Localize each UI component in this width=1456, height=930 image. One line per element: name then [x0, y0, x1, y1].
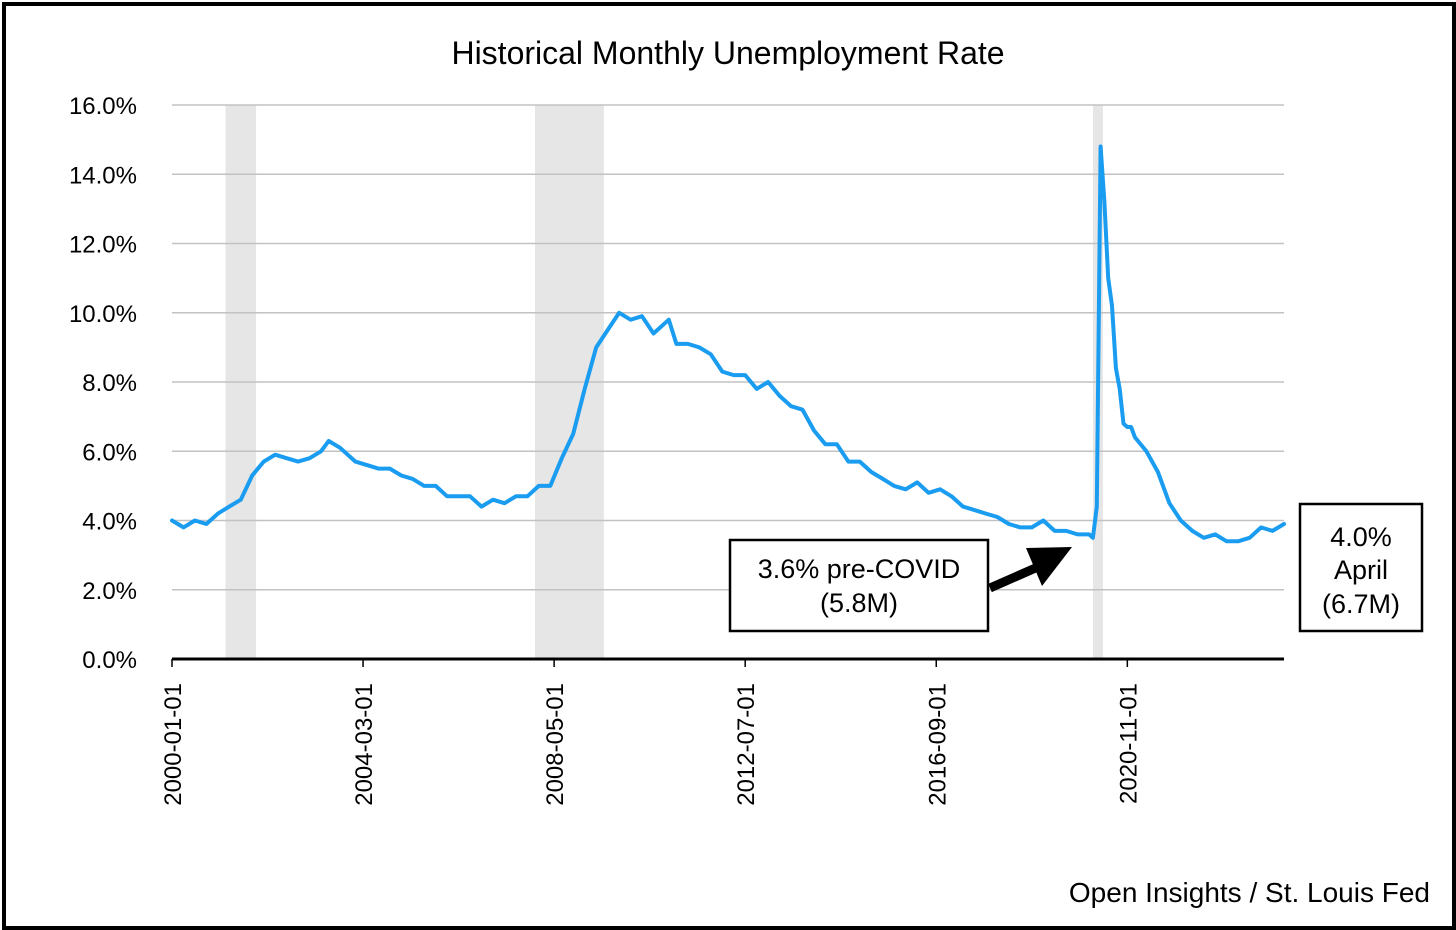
annotation-pre-covid-line1: 3.6% pre-COVID [758, 554, 961, 584]
x-tick-label-3: 2012-07-01 [733, 683, 760, 806]
annotation-pre-covid-box [728, 538, 990, 633]
y-tick-label-1: 2.0% [82, 578, 137, 605]
y-tick-label-8: 16.0% [69, 93, 137, 120]
x-tick-label-5: 2020-11-01 [1115, 683, 1142, 804]
x-axis-ticks: 2000-01-01 2004-03-01 2008-05-01 2012-07-01… [160, 659, 1142, 806]
annotation-april-box [1298, 502, 1424, 633]
annotation-april-line3: (6.7M) [1322, 589, 1400, 619]
y-tick-label-7: 14.0% [69, 162, 137, 189]
annotation-arrow [988, 547, 1072, 593]
y-tick-label-3: 6.0% [82, 439, 137, 466]
annotation-april: 4.0% April (6.7M) [1298, 502, 1424, 633]
chart-title: Historical Monthly Unemployment Rate [451, 35, 1004, 71]
x-tick-label-1: 2004-03-01 [351, 683, 378, 806]
series-line-layer [170, 144, 1286, 544]
series-line-0 [170, 144, 1286, 544]
arrow-head [1026, 547, 1072, 586]
arrow-shaft [988, 561, 1042, 593]
y-tick-label-2: 4.0% [82, 509, 137, 536]
x-tick-label-2: 2008-05-01 [542, 683, 569, 806]
x-tick-label-0: 2000-01-01 [160, 683, 187, 806]
annotation-pre-covid: 3.6% pre-COVID (5.8M) [728, 538, 990, 633]
y-tick-label-4: 8.0% [82, 370, 137, 397]
annotation-april-line1: 4.0% [1330, 522, 1392, 552]
y-axis-ticks: 0.0% 2.0% 4.0% 6.0% 8.0% 10.0% 12.0% 14.0% 16.0% [69, 93, 137, 674]
y-tick-label-0: 0.0% [82, 647, 137, 674]
annotation-april-line2: April [1334, 555, 1388, 585]
source-credit: Open Insights / St. Louis Fed [1069, 877, 1430, 908]
y-tick-label-6: 12.0% [69, 232, 137, 259]
annotation-pre-covid-line2: (5.8M) [820, 588, 898, 618]
x-tick-label-4: 2016-09-01 [924, 683, 951, 806]
y-tick-label-5: 10.0% [69, 301, 137, 328]
